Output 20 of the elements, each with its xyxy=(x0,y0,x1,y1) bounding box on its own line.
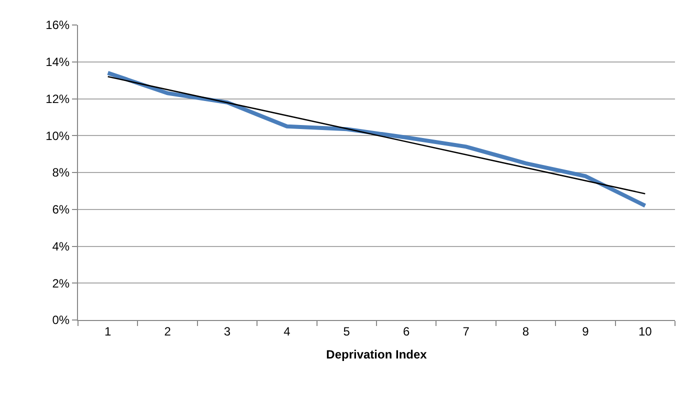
x-tick-label: 8 xyxy=(522,324,530,338)
y-tick-label: 8% xyxy=(52,166,70,180)
y-tick-label: 12% xyxy=(46,92,70,106)
x-tick-label: 5 xyxy=(343,324,350,338)
y-tick-label: 10% xyxy=(46,128,70,143)
y-tick-label: 4% xyxy=(52,239,70,254)
x-tick-label: 1 xyxy=(104,324,112,338)
y-tick-label: 2% xyxy=(52,276,70,290)
x-tick-label: 9 xyxy=(582,324,590,338)
x-tick-label: 7 xyxy=(462,324,470,338)
y-tick-label: 14% xyxy=(46,55,70,70)
x-tick-label: 3 xyxy=(224,324,231,338)
x-tick-label: 6 xyxy=(403,324,410,338)
x-tick-label: 4 xyxy=(284,324,291,338)
x-tick-label: 2 xyxy=(164,324,172,338)
y-tick-label: 6% xyxy=(52,202,70,217)
y-tick-label: 16% xyxy=(46,18,70,32)
x-tick-label: 10 xyxy=(638,324,652,338)
x-axis-title: Deprivation Index xyxy=(326,347,428,362)
y-tick-label: 0% xyxy=(52,313,70,328)
